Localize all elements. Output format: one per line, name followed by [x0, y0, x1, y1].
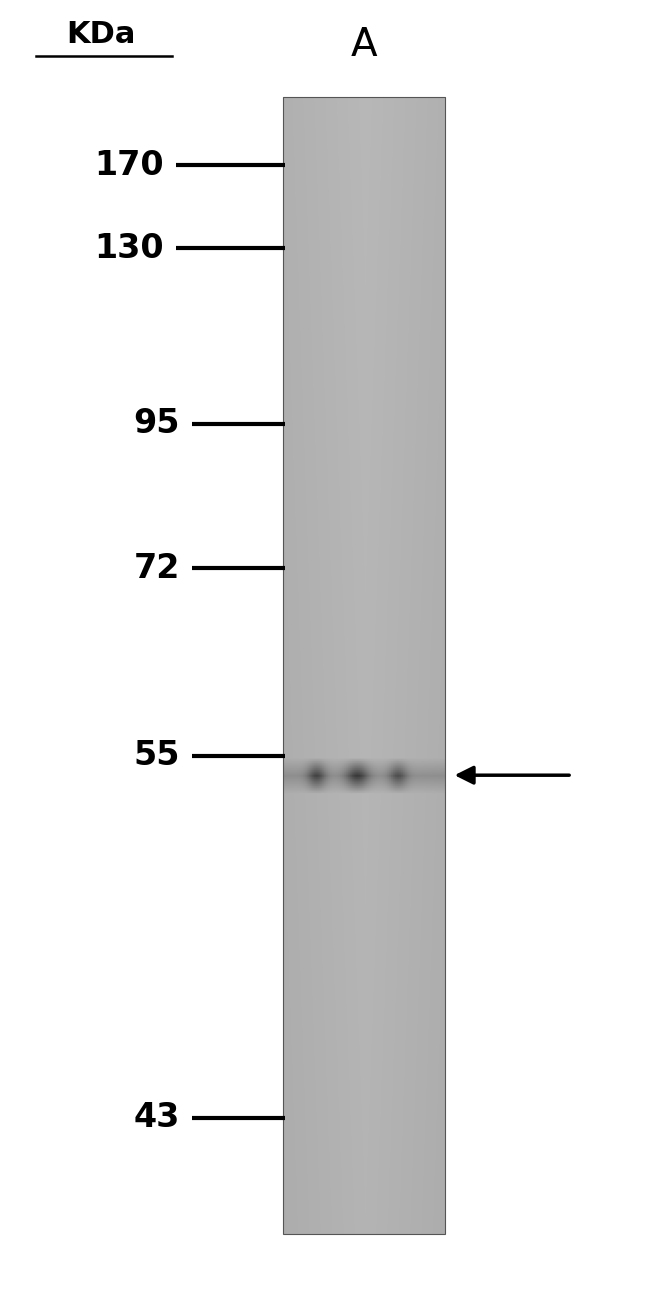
Text: 72: 72 — [134, 552, 180, 585]
Text: 130: 130 — [94, 231, 164, 265]
Text: 170: 170 — [94, 149, 164, 182]
Text: KDa: KDa — [66, 21, 135, 49]
Text: 55: 55 — [133, 739, 180, 773]
Bar — [283, 97, 445, 1234]
Text: 43: 43 — [134, 1101, 180, 1134]
Text: 95: 95 — [133, 407, 180, 441]
Text: A: A — [351, 26, 377, 65]
